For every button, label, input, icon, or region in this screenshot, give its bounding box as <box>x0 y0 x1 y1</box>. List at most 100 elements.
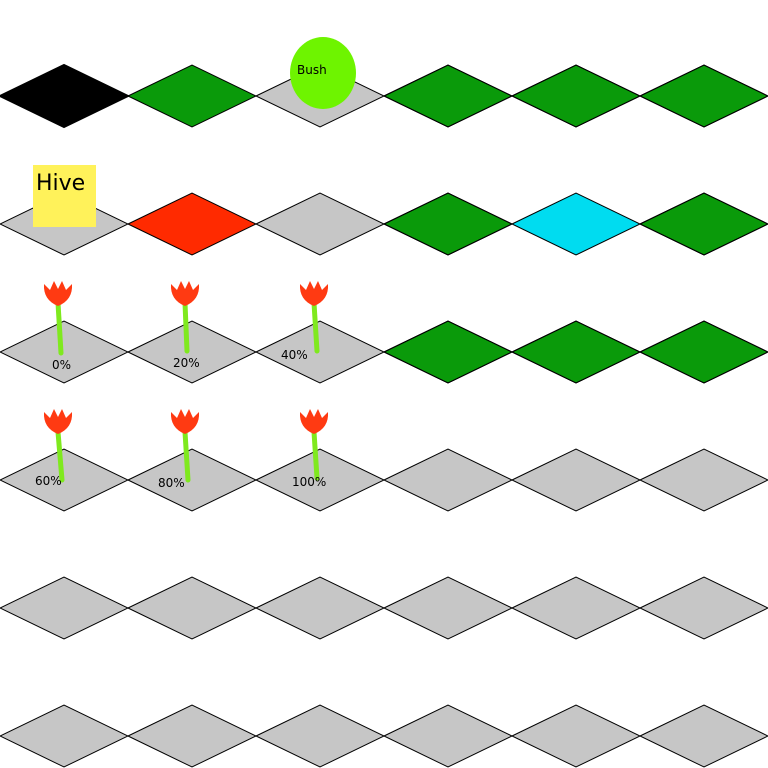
tile-base <box>382 704 514 768</box>
tile-outline <box>638 192 768 256</box>
flower-stem <box>55 300 64 356</box>
flower-head <box>299 281 329 306</box>
tile-base <box>254 704 386 768</box>
flower-growth-label: 60% <box>35 474 62 488</box>
flower-head <box>43 409 73 434</box>
tile-empty <box>0 576 130 640</box>
tile-base <box>126 576 258 640</box>
tile-base <box>382 576 514 640</box>
tile-empty <box>510 448 642 512</box>
tile-lava <box>126 192 258 256</box>
tile-empty <box>638 448 768 512</box>
tile-water-edge-east <box>638 192 768 256</box>
tile-empty <box>382 448 514 512</box>
tile-water-edge-west <box>638 64 768 128</box>
tile-base <box>126 320 258 384</box>
tile-base <box>0 576 130 640</box>
flower-growth-label: 40% <box>281 348 308 362</box>
tile-empty <box>254 576 386 640</box>
tile-water-edge-north <box>510 64 642 128</box>
hive-shape <box>33 165 96 227</box>
tile-empty <box>254 704 386 768</box>
tile-base <box>0 63 131 129</box>
tile-base <box>254 320 386 384</box>
tile-empty <box>638 576 768 640</box>
tile-water-edge-southwest <box>510 320 642 384</box>
flower-head <box>170 281 200 306</box>
tile-base <box>0 704 130 768</box>
tile-empty <box>254 320 386 384</box>
tile-base <box>510 704 642 768</box>
flower-stem <box>311 300 320 354</box>
tile-base <box>638 320 768 384</box>
tile-base <box>510 320 642 384</box>
tiles-layer <box>0 63 768 768</box>
tile-base <box>510 192 642 256</box>
hive-label: Hive <box>36 171 85 196</box>
tile-water-edge-south <box>382 64 514 128</box>
flower-stem <box>311 429 320 481</box>
tile-base <box>382 192 514 256</box>
tile-base <box>126 704 258 768</box>
tile-base <box>382 448 514 512</box>
tile-base <box>510 64 642 128</box>
flower-head <box>170 409 200 434</box>
flower-growth-label: 0% <box>52 358 71 372</box>
tile-outline <box>638 320 768 384</box>
tile-base <box>638 64 768 128</box>
sprites-layer: Bush Hive 0% 20% 40% 60% <box>33 37 356 490</box>
flower-growth-label: 100% <box>292 475 326 489</box>
flower-2: 40% <box>281 281 329 362</box>
tile-void <box>0 63 131 129</box>
tile-empty <box>382 704 514 768</box>
hive-sprite: Hive <box>33 165 96 227</box>
tile-base <box>638 448 768 512</box>
tile-base <box>382 64 514 128</box>
tile-base <box>126 448 258 512</box>
flower-head <box>299 409 329 434</box>
flower-4: 80% <box>158 409 200 490</box>
flower-0: 0% <box>43 281 73 372</box>
flower-stem <box>55 429 65 483</box>
flower-stem <box>182 429 191 483</box>
tile-empty <box>126 320 258 384</box>
tile-water-full <box>510 192 642 256</box>
tile-base <box>126 64 258 128</box>
flower-3: 60% <box>35 409 73 488</box>
tile-water-corner-south-east <box>382 192 514 256</box>
tile-empty <box>0 320 130 384</box>
tile-base <box>382 320 514 384</box>
bush-label: Bush <box>297 63 327 77</box>
tile-outline <box>638 64 768 128</box>
tile-empty <box>510 704 642 768</box>
flower-growth-label: 80% <box>158 476 185 490</box>
tile-empty <box>638 704 768 768</box>
tile-base <box>638 192 768 256</box>
tile-base <box>510 576 642 640</box>
tile-empty <box>126 576 258 640</box>
tile-empty <box>510 576 642 640</box>
flower-head <box>43 281 73 306</box>
tile-empty <box>126 448 258 512</box>
tile-empty <box>254 192 386 256</box>
tile-empty <box>126 704 258 768</box>
tile-base <box>0 320 130 384</box>
flower-5: 100% <box>292 409 329 489</box>
flower-stem <box>182 300 190 354</box>
tile-base <box>254 192 386 256</box>
tile-base <box>638 704 768 768</box>
bush-shape <box>290 37 356 109</box>
tile-base <box>638 576 768 640</box>
tile-empty <box>0 704 130 768</box>
tile-base <box>126 192 258 256</box>
flower-growth-label: 20% <box>173 356 200 370</box>
tile-water-corner-east <box>382 320 514 384</box>
tile-water-edge-north-small <box>638 320 768 384</box>
flower-1: 20% <box>170 281 200 370</box>
tile-base <box>254 576 386 640</box>
bush-sprite: Bush <box>290 37 356 109</box>
tile-empty <box>382 576 514 640</box>
tile-base <box>510 448 642 512</box>
tile-grass <box>126 64 258 128</box>
